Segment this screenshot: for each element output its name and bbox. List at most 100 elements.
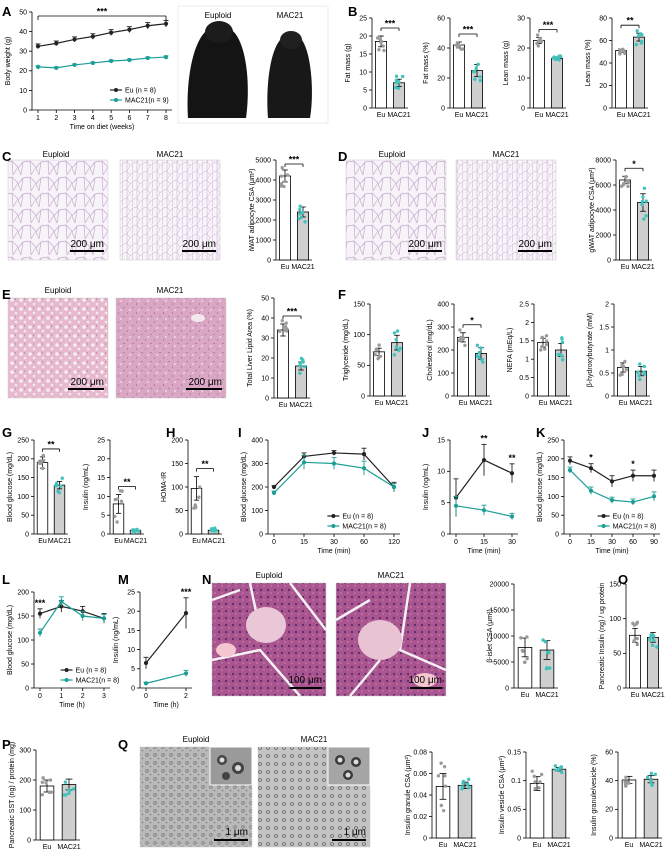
data-point-mac: [183, 671, 189, 676]
data-point: [297, 217, 301, 221]
bar-eu: [619, 179, 631, 261]
data-point: [374, 347, 379, 351]
c-mac21-scale: 200 μm: [182, 239, 216, 250]
panel-letter: K: [536, 425, 546, 440]
data-point: [620, 363, 624, 368]
data-point: [536, 44, 541, 48]
y-tick-label: 5: [363, 87, 367, 94]
x-tick-label: MAC21: [545, 112, 568, 119]
d-euploid-histology: Euploid 200 μm: [345, 150, 447, 261]
data-point-eu: [143, 660, 149, 666]
data-point: [393, 85, 398, 90]
y-tick-label: 20: [261, 355, 269, 362]
y-tick-label: 0.06: [413, 771, 427, 778]
y-tick-label: 0.5: [519, 375, 529, 382]
x-tick-label: 7: [146, 115, 150, 122]
euploid-mouse-head-icon: [205, 21, 233, 43]
data-point: [198, 485, 202, 489]
x-tick-label: Eu: [377, 112, 386, 119]
data-point: [285, 173, 290, 177]
y-tick-label: 10000: [490, 633, 510, 640]
data-point: [624, 175, 628, 179]
y-tick-label: 0: [605, 393, 609, 400]
y-tick-label: 0.1: [511, 778, 521, 785]
data-point: [382, 48, 386, 53]
y-tick-label: 1: [525, 357, 529, 364]
data-point: [642, 186, 647, 190]
data-point: [624, 784, 628, 788]
data-point: [642, 217, 646, 221]
y-tick-label: 0: [445, 393, 449, 400]
data-point: [521, 649, 525, 653]
y-tick-label: 2000: [595, 232, 611, 239]
data-point: [635, 636, 639, 641]
y-tick-label: 0.04: [413, 792, 427, 799]
y-axis-label: β-islet CSA (μm²): [487, 609, 494, 663]
data-point: [378, 37, 383, 42]
data-point: [541, 638, 545, 642]
legend-marker-eu: [331, 514, 336, 518]
data-point: [632, 623, 637, 627]
bar-chart-f2: 0 100 200 300 400 Cholesterol (mg/dL) Eu MAC21 *: [427, 301, 493, 407]
panel-letter: O: [618, 572, 628, 587]
significance-marker: ***: [181, 587, 192, 597]
y-axis-label: Insulin (ng/mL): [83, 464, 90, 510]
data-point: [283, 179, 287, 183]
c-mac21-histology: MAC21 200 μm: [119, 150, 221, 261]
y-tick-label: 50: [357, 363, 365, 370]
data-point-mac: [37, 630, 43, 635]
y-tick-label: 0: [423, 835, 427, 842]
x-tick-label: Eu: [455, 112, 464, 119]
y-axis-label: Fat mass (g): [345, 43, 352, 82]
data-point-eu: [481, 457, 487, 463]
y-tick-label: 10: [517, 75, 525, 82]
significance-marker: **: [123, 477, 131, 487]
data-point: [650, 643, 655, 648]
y-axis-label: Insulin vesicle CSA (μm²): [499, 756, 506, 834]
y-tick-label: 40: [19, 29, 27, 36]
y-tick-label: 400: [437, 301, 449, 308]
y-tick-label: 200: [19, 777, 31, 784]
n-mac21-scale: 100 μm: [408, 675, 442, 686]
series-line-mac: [39, 600, 105, 634]
y-tick-label: 10: [19, 88, 27, 95]
y-tick-label: 0: [603, 105, 607, 112]
x-tick-label: MAC21: [641, 692, 664, 699]
data-point: [56, 489, 60, 494]
x-tick-label: 30: [508, 539, 516, 546]
y-tick-label: 30: [261, 335, 269, 342]
data-point: [298, 207, 302, 212]
data-point-mac: [59, 599, 64, 604]
x-axis-label: Time (min): [595, 548, 628, 555]
data-point-mac: [301, 460, 307, 465]
bar-eu: [529, 783, 545, 839]
data-point: [456, 45, 460, 49]
legend-label-mac: MAC21(n = 9): [125, 98, 169, 105]
y-tick-label: 100: [171, 484, 183, 491]
data-point: [400, 74, 405, 79]
y-tick-label: 100: [17, 494, 29, 501]
data-point: [557, 58, 561, 62]
x-tick-label: Eu: [281, 264, 290, 271]
y-tick-label: 20: [97, 456, 105, 463]
c-euploid-histology: Euploid 200 μm: [7, 150, 109, 261]
data-point: [40, 780, 44, 784]
bar-mac21: [633, 36, 645, 109]
data-point: [59, 484, 63, 488]
legend-label-eu: Eu (n = 8): [125, 88, 156, 95]
x-tick-label: 0: [38, 693, 42, 700]
data-point: [301, 358, 305, 362]
y-tick-label: 10: [127, 647, 135, 654]
y-tick-label: 300: [251, 461, 263, 468]
data-point: [475, 343, 480, 348]
data-point: [436, 774, 441, 778]
data-point-mac: [127, 57, 132, 63]
x-tick-label: 0: [144, 693, 148, 700]
y-tick-label: 0.08: [413, 749, 427, 756]
e-mac21-liver: MAC21 200 μm: [115, 286, 227, 399]
legend-label-eu: Eu (n = 8): [613, 514, 644, 521]
x-tick-label: 2: [184, 693, 188, 700]
data-point: [650, 783, 654, 787]
x-tick-label: MAC21: [202, 538, 225, 545]
